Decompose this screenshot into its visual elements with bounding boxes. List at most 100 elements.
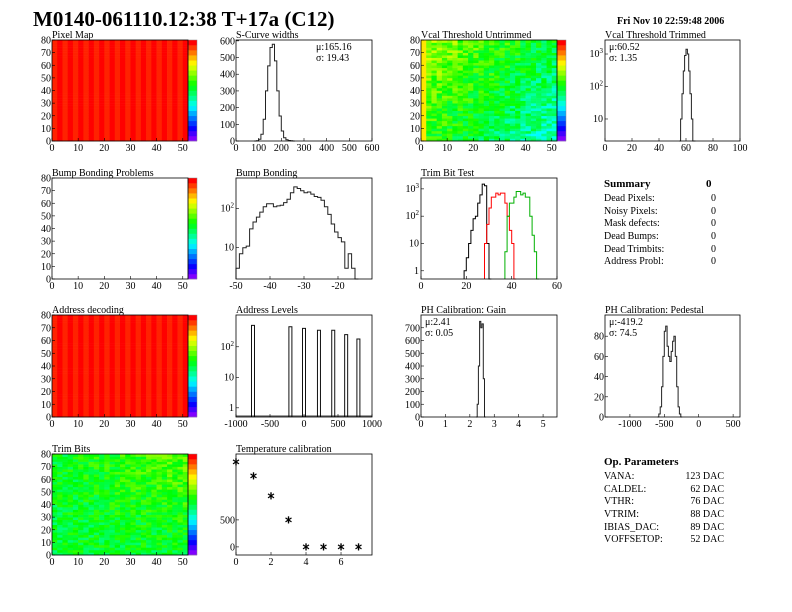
y-tick-label: 20 — [410, 111, 420, 122]
heatmap-cell — [125, 539, 131, 543]
heatmap-cell — [161, 80, 168, 84]
heatmap-cell — [83, 537, 89, 541]
heatmap-cell — [78, 514, 84, 518]
heatmap-cell — [515, 40, 521, 43]
heatmap-cell — [478, 72, 485, 76]
heatmap-cell — [93, 57, 100, 61]
heatmap-cell — [62, 110, 68, 114]
heatmap-cell — [120, 368, 126, 372]
heatmap-cell — [114, 381, 121, 385]
heatmap-cell — [135, 95, 142, 99]
heatmap-cell — [151, 474, 157, 478]
heatmap-cell — [146, 529, 152, 533]
heatmap-cell — [99, 499, 105, 503]
heatmap-cell — [483, 45, 490, 48]
heatmap-cell — [135, 47, 142, 51]
y-tick-label: 20 — [594, 392, 604, 403]
heatmap-cell — [161, 539, 168, 543]
heatmap-cell — [62, 113, 68, 117]
heatmap-cell — [93, 542, 100, 546]
heatmap-cell — [156, 376, 163, 380]
heatmap-cell — [114, 110, 121, 114]
heatmap-cell — [93, 82, 100, 86]
heatmap-cell — [167, 391, 173, 395]
heatmap-cell — [146, 322, 152, 326]
heatmap-cell — [93, 115, 100, 119]
heatmap-cell — [167, 115, 173, 119]
heatmap-cell — [182, 391, 189, 395]
heatmap-cell — [161, 499, 168, 503]
heatmap-cell — [182, 355, 189, 359]
heatmap-cell — [504, 118, 511, 122]
heatmap-cell — [151, 547, 157, 551]
heatmap-cell — [457, 42, 464, 46]
heatmap-cell — [151, 317, 157, 321]
heatmap-cell — [431, 45, 437, 48]
heatmap-cell — [88, 128, 95, 132]
heatmap-cell — [447, 120, 453, 124]
heatmap-cell — [120, 517, 126, 520]
heatmap-cell — [546, 120, 553, 124]
heatmap-cell — [125, 62, 131, 66]
heatmap-cell — [62, 524, 68, 528]
heatmap-cell — [125, 479, 131, 483]
heatmap-cell — [172, 72, 178, 76]
heatmap-cell — [52, 65, 58, 69]
heatmap-cell — [452, 130, 458, 134]
color-scale-band — [188, 233, 197, 239]
heatmap-cell — [177, 123, 184, 127]
heatmap-cell — [530, 60, 537, 64]
heatmap-cell — [156, 509, 163, 513]
heatmap-cell — [130, 67, 136, 71]
heatmap-cell — [135, 539, 142, 543]
heatmap-cell — [120, 411, 126, 415]
heatmap-cell — [57, 120, 63, 124]
x-tick-label: 500 — [342, 143, 357, 154]
heatmap-cell — [172, 409, 178, 413]
heatmap-cell — [515, 77, 521, 81]
heatmap-cell — [441, 80, 448, 84]
heatmap-cell — [172, 486, 178, 490]
heatmap-cell — [177, 517, 184, 520]
heatmap-cell — [130, 50, 136, 53]
heatmap-cell — [93, 376, 100, 380]
heatmap-cell — [57, 327, 63, 331]
heatmap-cell — [135, 552, 142, 556]
heatmap-cell — [546, 135, 553, 139]
heatmap-cell — [452, 52, 458, 56]
heatmap-cell — [146, 517, 152, 520]
heatmap-cell — [473, 67, 479, 71]
heatmap-cell — [473, 130, 479, 134]
heatmap-cell — [156, 494, 163, 498]
heatmap-cell — [125, 108, 131, 111]
heatmap-cell — [140, 404, 147, 408]
heatmap-cell — [551, 70, 558, 74]
heatmap-cell — [88, 325, 95, 329]
heatmap-cell — [546, 67, 553, 71]
heatmap-cell — [172, 381, 178, 385]
heatmap-cell — [78, 98, 84, 101]
heatmap-cell — [431, 75, 437, 79]
heatmap-cell — [447, 125, 453, 129]
heatmap-cell — [109, 552, 116, 556]
heatmap-cell — [67, 399, 74, 402]
heatmap-cell — [52, 368, 58, 372]
heatmap-cell — [130, 47, 136, 51]
summary-row: Noisy Pixels: 0 — [604, 206, 724, 219]
heatmap-cell — [125, 509, 131, 513]
heatmap-cell — [120, 110, 126, 114]
heatmap-cell — [172, 517, 178, 520]
x-tick-label: 0 — [50, 557, 55, 568]
heatmap-cell — [478, 45, 485, 48]
heatmap-cell — [125, 534, 131, 538]
heatmap-cell — [120, 47, 126, 51]
report-date: Fri Nov 10 22:59:48 2006 — [617, 16, 725, 27]
heatmap-cell — [52, 75, 58, 79]
heatmap-cell — [78, 123, 84, 127]
heatmap-cell — [104, 466, 110, 470]
y-tick-label: 60 — [41, 336, 51, 347]
heatmap-cell — [146, 57, 152, 61]
heatmap-cell — [494, 95, 500, 99]
heatmap-cell — [62, 125, 68, 129]
heatmap-cell — [525, 60, 532, 64]
